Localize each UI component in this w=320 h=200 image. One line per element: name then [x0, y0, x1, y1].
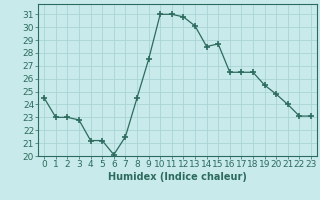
- X-axis label: Humidex (Indice chaleur): Humidex (Indice chaleur): [108, 172, 247, 182]
